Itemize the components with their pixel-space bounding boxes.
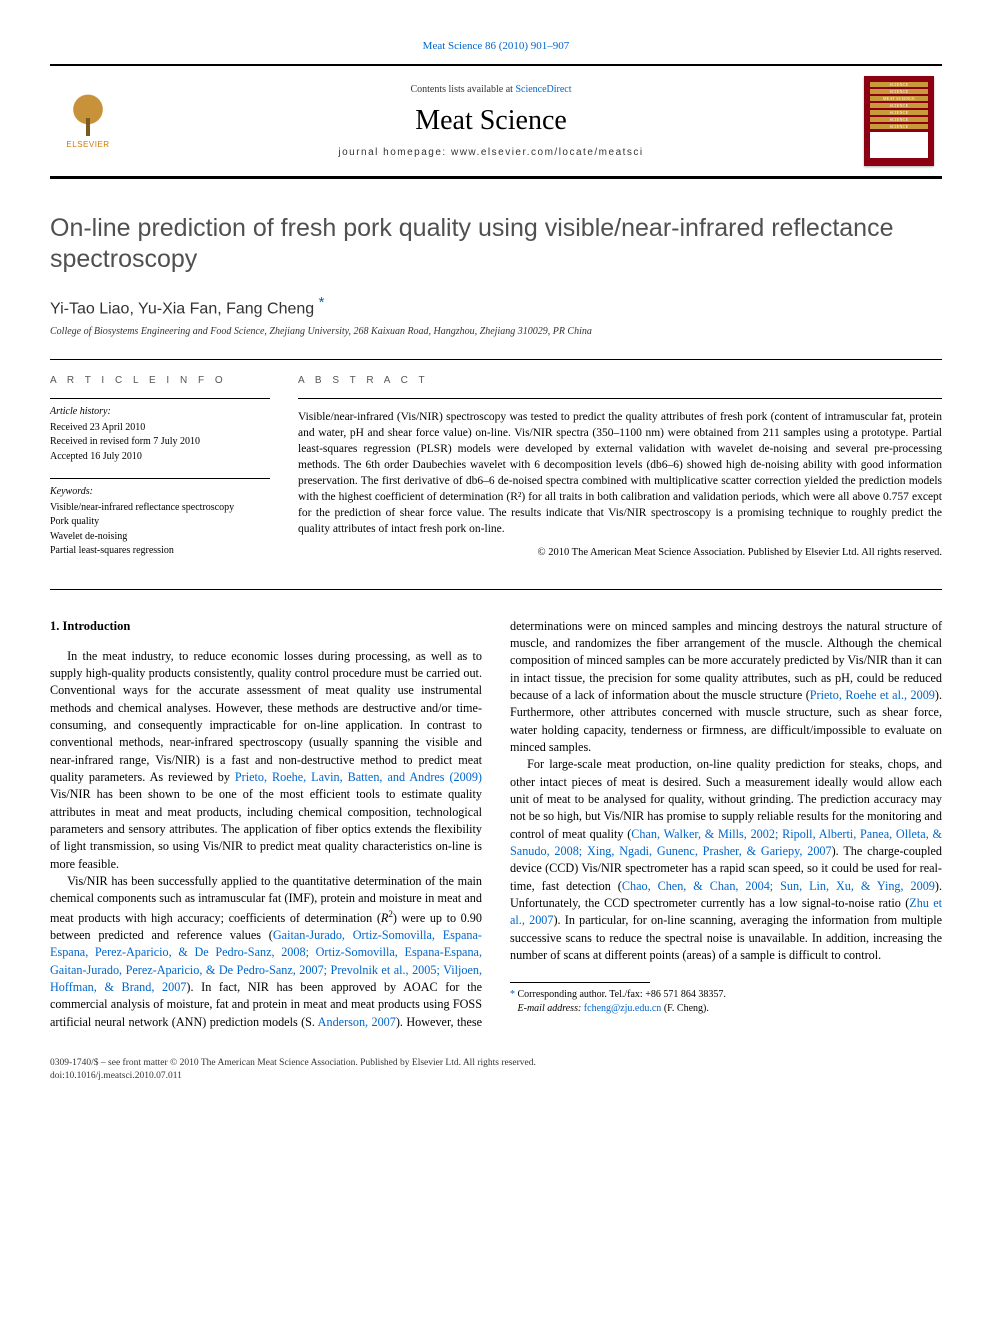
history-label: Article history: xyxy=(50,405,270,420)
cover-stripe: SCIENCE xyxy=(870,124,928,129)
abstract-column: A B S T R A C T Visible/near-infrared (V… xyxy=(298,374,942,573)
homepage-prefix: journal homepage: xyxy=(338,147,451,158)
citation-link[interactable]: Prieto, Roehe et al., 2009 xyxy=(810,688,935,702)
divider xyxy=(50,359,942,360)
authors: Yi-Tao Liao, Yu-Xia Fan, Fang Cheng * xyxy=(50,294,942,318)
cover-stripe: SCIENCE xyxy=(870,82,928,87)
divider xyxy=(50,478,270,479)
article-info-label: A R T I C L E I N F O xyxy=(50,374,270,389)
abstract-copyright: © 2010 The American Meat Science Associa… xyxy=(298,546,942,561)
keyword: Visible/near-infrared reflectance spectr… xyxy=(50,501,270,516)
corresponding-mark-icon: * xyxy=(510,989,515,1000)
email-who: (F. Cheng). xyxy=(664,1003,709,1014)
divider xyxy=(50,398,270,399)
journal-cover-thumb: SCIENCE SCIENCE MEAT SCIENCE SCIENCE SCI… xyxy=(864,76,934,166)
homepage-url: www.elsevier.com/locate/meatsci xyxy=(451,147,644,158)
citation-link[interactable]: Prieto, Roehe, Lavin, Batten, and Andres… xyxy=(235,770,482,784)
doi-line: doi:10.1016/j.meatsci.2010.07.011 xyxy=(50,1070,942,1083)
elsevier-logo: ELSEVIER xyxy=(58,86,118,156)
paragraph: In the meat industry, to reduce economic… xyxy=(50,648,482,873)
cover-stripe: SCIENCE xyxy=(870,110,928,115)
journal-name: Meat Science xyxy=(118,105,864,137)
citation-link[interactable]: Meat Science 86 (2010) 901–907 xyxy=(423,40,570,52)
contents-prefix: Contents lists available at xyxy=(410,84,515,95)
section-heading: 1. Introduction xyxy=(50,618,482,636)
abstract-label: A B S T R A C T xyxy=(298,374,942,388)
keywords-label: Keywords: xyxy=(50,485,270,500)
abstract-text: Visible/near-infrared (Vis/NIR) spectros… xyxy=(298,409,942,538)
received-date: Received 23 April 2010 xyxy=(50,421,270,436)
email-label: E-mail address: xyxy=(518,1003,582,1014)
cover-white-block xyxy=(870,132,928,158)
email-link[interactable]: fcheng@zju.edu.cn xyxy=(584,1003,662,1014)
footnotes: * Corresponding author. Tel./fax: +86 57… xyxy=(510,988,942,1016)
keyword: Pork quality xyxy=(50,515,270,530)
authors-list: Yi-Tao Liao, Yu-Xia Fan, Fang Cheng xyxy=(50,300,314,317)
text-run: In the meat industry, to reduce economic… xyxy=(50,649,482,784)
affiliation: College of Biosystems Engineering and Fo… xyxy=(50,326,942,337)
citation-link[interactable]: Anderson, 2007 xyxy=(318,1015,396,1029)
header-citation: Meat Science 86 (2010) 901–907 xyxy=(50,40,942,52)
text-run: ). In particular, for on-line scanning, … xyxy=(510,913,942,962)
contents-line: Contents lists available at ScienceDirec… xyxy=(118,84,864,95)
divider xyxy=(50,589,942,590)
page-footer-meta: 0309-1740/$ – see front matter © 2010 Th… xyxy=(50,1057,942,1083)
keyword: Wavelet de-noising xyxy=(50,530,270,545)
cover-stripe-title: MEAT SCIENCE xyxy=(870,96,928,101)
cover-stripe: SCIENCE xyxy=(870,103,928,108)
keyword: Partial least-squares regression xyxy=(50,544,270,559)
journal-header: ELSEVIER Contents lists available at Sci… xyxy=(50,64,942,179)
accepted-date: Accepted 16 July 2010 xyxy=(50,450,270,465)
cover-stripe: SCIENCE xyxy=(870,89,928,94)
body-text: 1. Introduction In the meat industry, to… xyxy=(50,618,942,1031)
text-run: Vis/NIR has been shown to be one of the … xyxy=(50,787,482,870)
sciencedirect-link[interactable]: ScienceDirect xyxy=(515,84,571,95)
footnote-separator xyxy=(510,982,650,983)
article-title: On-line prediction of fresh pork quality… xyxy=(50,213,942,276)
elsevier-tree-icon xyxy=(66,94,110,138)
corresponding-mark-icon: * xyxy=(319,294,325,311)
paragraph: For large-scale meat production, on-line… xyxy=(510,756,942,964)
corresponding-note: Corresponding author. Tel./fax: +86 571 … xyxy=(518,989,726,1000)
article-info-column: A R T I C L E I N F O Article history: R… xyxy=(50,374,270,573)
divider xyxy=(298,398,942,399)
issn-line: 0309-1740/$ – see front matter © 2010 Th… xyxy=(50,1057,942,1070)
homepage-line: journal homepage: www.elsevier.com/locat… xyxy=(118,147,864,158)
elsevier-label: ELSEVIER xyxy=(66,140,109,149)
citation-link[interactable]: Chao, Chen, & Chan, 2004; Sun, Lin, Xu, … xyxy=(622,879,935,893)
revised-date: Received in revised form 7 July 2010 xyxy=(50,435,270,450)
cover-stripe: SCIENCE xyxy=(870,117,928,122)
